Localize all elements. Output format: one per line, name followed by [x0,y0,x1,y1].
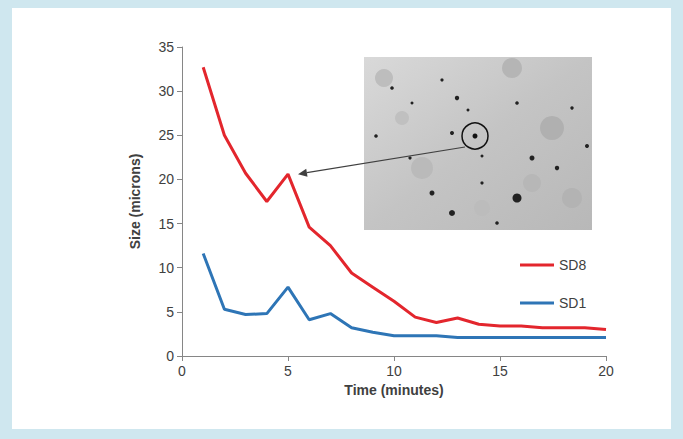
svg-text:Size (microns): Size (microns) [127,154,143,250]
svg-text:35: 35 [158,39,174,55]
svg-text:20: 20 [158,171,174,187]
svg-text:10: 10 [158,260,174,276]
svg-text:0: 0 [178,363,186,379]
svg-text:15: 15 [492,363,508,379]
svg-text:5: 5 [284,363,292,379]
svg-text:SD8: SD8 [559,257,586,273]
svg-text:0: 0 [166,348,174,364]
svg-text:Time (minutes): Time (minutes) [344,382,443,398]
svg-text:25: 25 [158,127,174,143]
svg-text:30: 30 [158,83,174,99]
svg-text:15: 15 [158,216,174,232]
svg-text:5: 5 [166,304,174,320]
svg-text:10: 10 [386,363,402,379]
svg-text:20: 20 [598,363,614,379]
svg-text:SD1: SD1 [559,295,586,311]
